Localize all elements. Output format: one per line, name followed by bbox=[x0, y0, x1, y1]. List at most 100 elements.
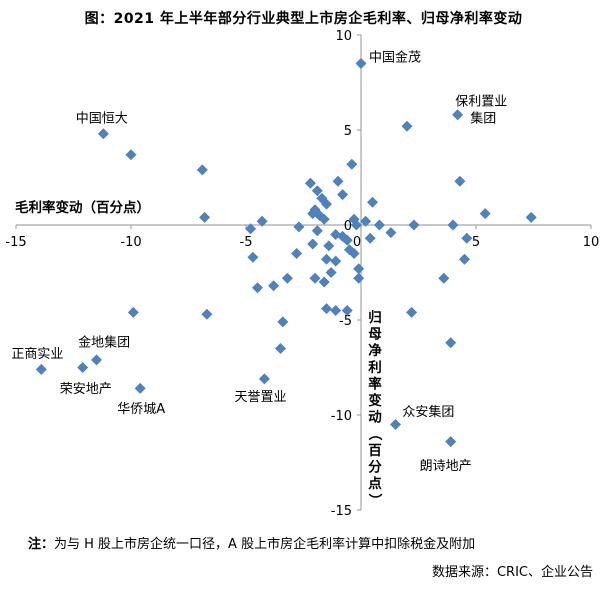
data-point bbox=[438, 272, 450, 284]
data-point bbox=[390, 419, 401, 430]
data-point bbox=[91, 354, 102, 366]
data-point bbox=[323, 240, 335, 252]
point-label: 朗诗地产 bbox=[420, 459, 472, 474]
data-point bbox=[275, 343, 286, 354]
footnote: 注：为与 H 股上市房企统一口径，A 股上市房企毛利率计算中扣除税金及附加 bbox=[28, 533, 475, 552]
chart-title: 图：2021 年上半年部分行业典型上市房企毛利率、归母净利率变动 bbox=[84, 11, 523, 27]
data-point bbox=[325, 267, 337, 278]
y-tick-label: 5 bbox=[344, 124, 352, 139]
point-label: 保利置业 bbox=[455, 94, 507, 109]
footnote-body: 为与 H 股上市房企统一口径，A 股上市房企毛利率计算中扣除税金及附加 bbox=[54, 537, 476, 552]
data-point bbox=[321, 303, 332, 315]
data-point bbox=[125, 149, 137, 161]
data-point bbox=[459, 253, 470, 265]
data-point bbox=[355, 58, 367, 69]
data-point bbox=[341, 305, 353, 316]
y-axis-title-char: 率 bbox=[368, 375, 382, 392]
data-point bbox=[454, 175, 466, 187]
data-point bbox=[367, 196, 378, 208]
data-point bbox=[373, 219, 385, 231]
point-label: 金地集团 bbox=[78, 335, 130, 351]
data-point bbox=[258, 373, 270, 385]
y-axis-title-char: 归 bbox=[368, 309, 382, 326]
x-tick-label: -5 bbox=[240, 235, 253, 250]
y-tick-label: 10 bbox=[335, 29, 352, 44]
data-source: 数据来源：CRIC、企业公告 bbox=[431, 565, 593, 580]
y-tick-label: -15 bbox=[331, 504, 352, 519]
data-point bbox=[341, 234, 353, 246]
data-point bbox=[353, 263, 365, 275]
data-point bbox=[360, 215, 372, 227]
data-point bbox=[309, 272, 321, 284]
point-label: 荣安地产 bbox=[60, 382, 112, 397]
y-tick-label: -5 bbox=[339, 314, 352, 329]
y-axis-title-char: 利 bbox=[368, 359, 382, 376]
data-point bbox=[304, 177, 316, 189]
data-point bbox=[401, 120, 413, 132]
y-axis-title-char: 分 bbox=[368, 459, 382, 475]
data-point bbox=[330, 305, 342, 316]
y-axis-title-char: ） bbox=[367, 493, 383, 507]
data-point bbox=[321, 198, 332, 210]
point-label: 众安集团 bbox=[402, 404, 454, 420]
x-tick-label: 5 bbox=[472, 235, 480, 250]
y-tick-label: 0 bbox=[344, 219, 352, 234]
y-axis-title-char: （ bbox=[367, 427, 383, 441]
data-point bbox=[445, 436, 457, 448]
data-point bbox=[196, 164, 208, 176]
data-point bbox=[199, 211, 211, 223]
data-point bbox=[256, 215, 268, 227]
data-point bbox=[408, 219, 420, 231]
data-point bbox=[385, 227, 397, 239]
y-axis-title-char: 百 bbox=[368, 443, 382, 459]
data-point bbox=[332, 175, 344, 187]
data-point bbox=[277, 316, 289, 328]
data-point bbox=[293, 221, 305, 233]
data-point bbox=[127, 306, 139, 318]
data-point bbox=[307, 238, 319, 250]
data-point bbox=[364, 232, 376, 244]
data-point bbox=[311, 185, 323, 197]
data-point bbox=[247, 251, 259, 263]
data-point bbox=[318, 213, 330, 225]
data-point bbox=[321, 253, 332, 265]
data-point bbox=[311, 225, 323, 237]
point-label: 集团 bbox=[470, 110, 496, 126]
y-axis-title-char: 动 bbox=[368, 409, 382, 426]
data-point bbox=[447, 219, 459, 231]
data-point bbox=[291, 248, 303, 259]
data-point bbox=[245, 223, 257, 235]
data-point bbox=[406, 306, 418, 318]
x-tick-label: 0 bbox=[353, 235, 361, 250]
data-point bbox=[281, 272, 293, 284]
data-point bbox=[97, 128, 109, 140]
data-point bbox=[77, 362, 89, 373]
x-axis-title: 毛利率变动（百分点） bbox=[15, 199, 150, 216]
data-point bbox=[445, 337, 457, 349]
data-point bbox=[201, 308, 213, 320]
data-point bbox=[337, 189, 349, 201]
data-point bbox=[479, 208, 491, 220]
x-tick-label: -10 bbox=[120, 235, 141, 250]
data-point bbox=[350, 219, 362, 231]
point-label: 中国金茂 bbox=[369, 50, 421, 66]
data-point bbox=[268, 280, 280, 292]
point-label: 华侨城A bbox=[117, 402, 165, 417]
data-point bbox=[346, 158, 358, 170]
x-tick-label: 10 bbox=[583, 235, 600, 250]
y-axis-title-char: 母 bbox=[368, 327, 382, 343]
data-point bbox=[452, 109, 464, 121]
data-point bbox=[252, 282, 263, 294]
x-tick-label: -15 bbox=[5, 235, 26, 250]
data-point bbox=[134, 382, 146, 394]
point-label: 天誉置业 bbox=[235, 390, 287, 405]
point-label: 正商实业 bbox=[11, 347, 63, 362]
data-point bbox=[461, 232, 473, 244]
data-point bbox=[330, 255, 342, 267]
y-tick-label: -10 bbox=[331, 409, 352, 424]
y-axis-title-char: 净 bbox=[368, 342, 382, 359]
footnote-prefix: 注： bbox=[28, 537, 55, 552]
y-axis-title-char: 点 bbox=[368, 475, 382, 492]
data-point bbox=[35, 363, 47, 375]
